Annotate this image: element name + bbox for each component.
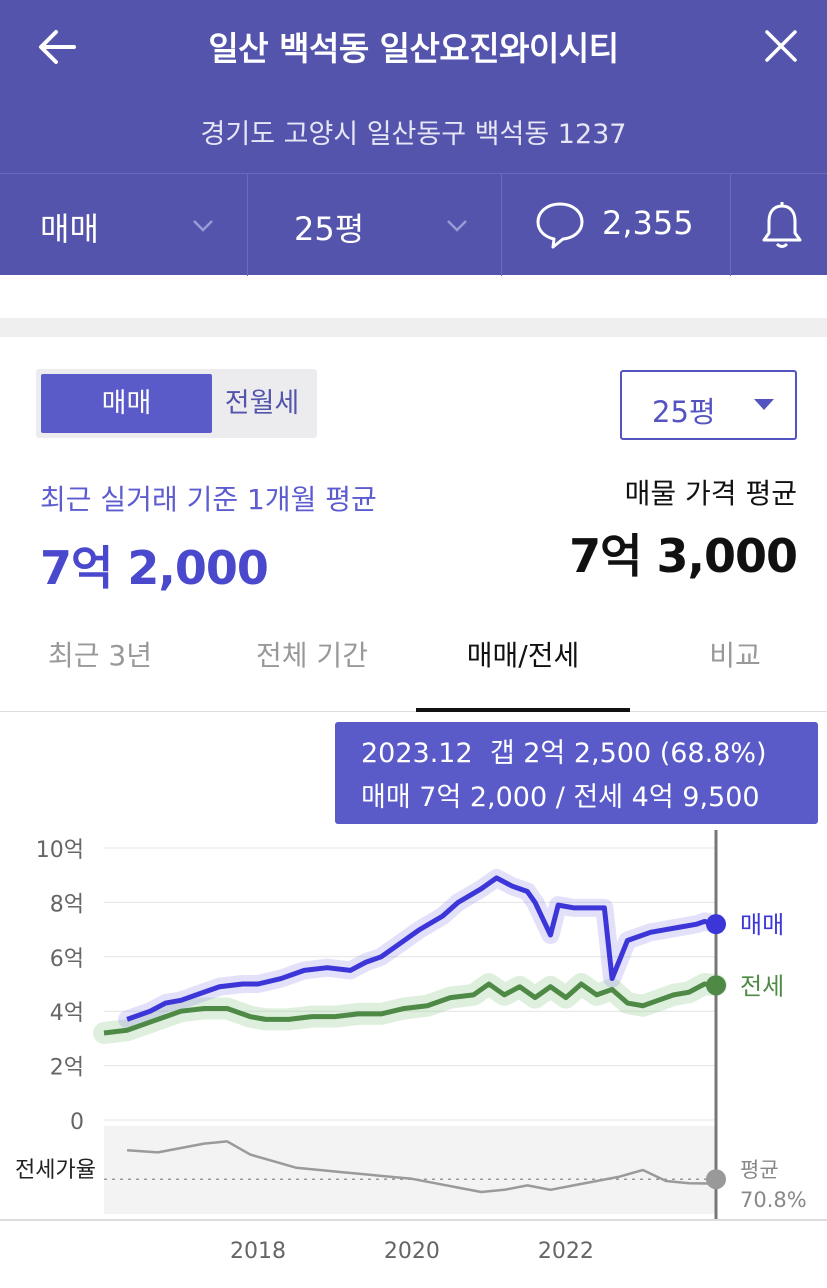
y-tick-label: 2억: [50, 1056, 84, 1081]
active-tab-indicator: [416, 708, 630, 712]
tab-all-period[interactable]: 전체 기간: [256, 639, 368, 672]
tab-compare[interactable]: 비교: [709, 639, 761, 672]
x-tick-label: 2022: [538, 1239, 594, 1264]
size-dropdown[interactable]: 25평: [248, 174, 502, 276]
comment-count: 2,355: [602, 204, 694, 242]
speech-bubble-icon: [536, 202, 584, 249]
page-title: 일산 백석동 일산요진와이시티: [208, 29, 619, 68]
caret-down-icon: [754, 399, 774, 410]
chart-tooltip: 2023.12 갭 2억 2,500 (68.8%) 매매 7억 2,000 /…: [335, 722, 818, 824]
y-tick-label: 6억: [50, 947, 84, 972]
ratio-line: [127, 1140, 717, 1194]
listing-avg-label: 매물 가격 평균: [624, 477, 797, 510]
sale-line: [126, 875, 717, 1022]
address-text: 경기도 고양시 일산동구 백석동 1237: [200, 119, 627, 150]
notification-button[interactable]: [731, 174, 827, 276]
y-tick-label: 10억: [36, 838, 84, 863]
jeonse-point: [706, 975, 726, 996]
segment-sale[interactable]: 매매: [41, 374, 212, 433]
x-tick-label: 2018: [230, 1239, 286, 1264]
sale-point: [706, 914, 726, 935]
recent-deal-value: 7억 2,000: [40, 541, 269, 595]
trade-type-label: 매매: [40, 210, 99, 248]
period-tabs: 최근 3년 전체 기간 매매/전세 비교: [0, 620, 827, 712]
size-label: 25평: [294, 210, 365, 248]
tooltip-price-line: 매매 7억 2,000 / 전세 4억 9,500: [361, 782, 760, 813]
recent-deal-label: 최근 실거래 기준 1개월 평균: [40, 483, 377, 516]
header-filter-bar: 매매 25평 2,355: [0, 173, 827, 276]
segment-lease[interactable]: 전월세: [224, 388, 300, 419]
bell-icon: [762, 202, 802, 248]
close-icon: [765, 30, 797, 62]
jeonse-series-label: 전세: [740, 972, 784, 1000]
chevron-down-icon: [447, 220, 467, 232]
section-divider: [0, 318, 827, 337]
trade-segment-control: 매매 전월세: [36, 369, 317, 438]
tab-sale-jeonse[interactable]: 매매/전세: [466, 639, 580, 672]
close-button[interactable]: [754, 20, 808, 74]
tab-recent-3y[interactable]: 최근 3년: [48, 639, 152, 672]
y-tick-label: 8억: [50, 892, 84, 917]
ratio-average-label: 평균: [740, 1158, 779, 1182]
sale-series-label: 매매: [740, 911, 784, 939]
ratio-label: 전세가율: [15, 1158, 96, 1183]
tooltip-gap-line: 2023.12 갭 2억 2,500 (68.8%): [361, 738, 767, 769]
listing-avg-value: 7억 3,000: [569, 529, 798, 583]
y-tick-label: 0: [70, 1110, 84, 1135]
size-select[interactable]: 25평: [620, 370, 797, 440]
x-tick-label: 2020: [384, 1239, 440, 1264]
ratio-band: [104, 1126, 716, 1214]
comments-button[interactable]: 2,355: [502, 174, 731, 276]
y-tick-label: 4억: [50, 1001, 84, 1026]
back-button[interactable]: [30, 20, 84, 74]
trade-type-dropdown[interactable]: 매매: [0, 174, 248, 276]
chevron-down-icon: [193, 220, 213, 232]
app-header: 일산 백석동 일산요진와이시티 경기도 고양시 일산동구 백석동 1237 매매…: [0, 0, 827, 276]
arrow-left-icon: [39, 30, 76, 64]
jeonse-line: [103, 981, 717, 1036]
ratio-point: [706, 1169, 726, 1190]
ratio-average-value: 70.8%: [740, 1188, 807, 1212]
size-select-value: 25평: [652, 395, 716, 429]
